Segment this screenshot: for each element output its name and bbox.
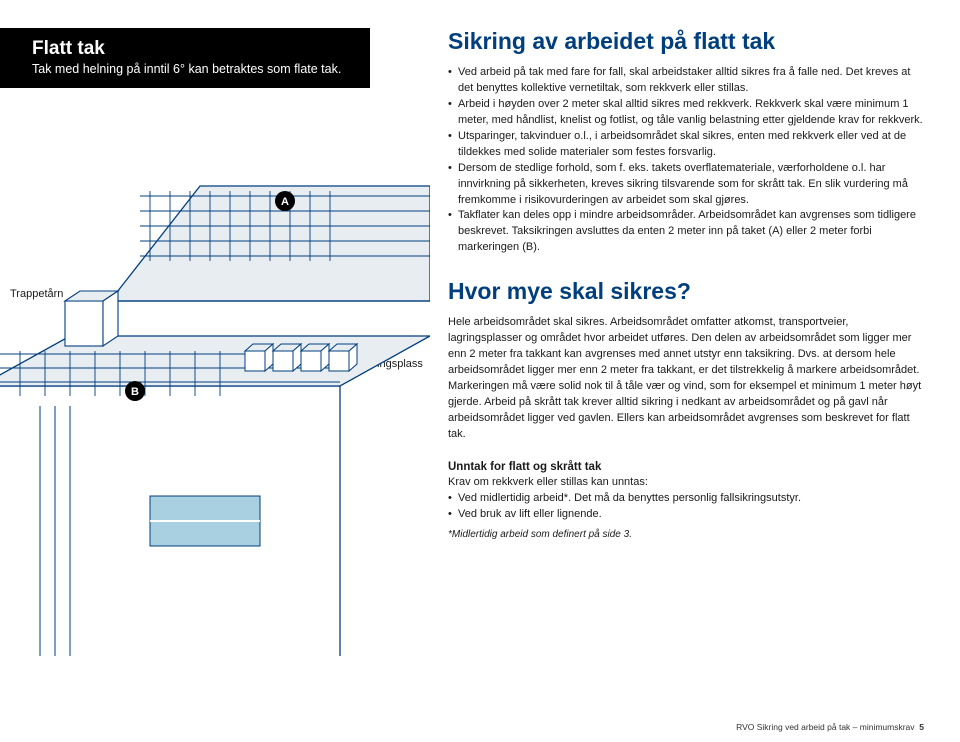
bullet: Arbeid i høyden over 2 meter skal alltid… (448, 97, 924, 129)
badge-b: B (125, 381, 145, 401)
section1-bullets: Ved arbeid på tak med fare for fall, ska… (448, 65, 924, 256)
unntak-heading: Unntak for flatt og skrått tak (448, 461, 924, 473)
bullet: Takflater kan deles opp i mindre arbeids… (448, 208, 924, 256)
svg-text:B: B (131, 386, 139, 398)
bullet: Dersom de stedlige forhold, som f. eks. … (448, 161, 924, 209)
page-footer: RVO Sikring ved arbeid på tak – minimums… (736, 722, 924, 732)
footer-text: RVO Sikring ved arbeid på tak – minimums… (736, 722, 914, 732)
title-box-heading: Flatt tak (32, 38, 356, 60)
left-column: Flatt tak Tak med helning på inntil 6° k… (0, 28, 430, 656)
right-column: Sikring av arbeidet på flatt tak Ved arb… (430, 28, 924, 656)
unntak-footnote: *Midlertidig arbeid som definert på side… (448, 529, 924, 540)
title-box-subtitle: Tak med helning på inntil 6° kan betrakt… (32, 62, 356, 76)
bullet: Ved midlertidig arbeid*. Det må da benyt… (448, 491, 924, 507)
title-box: Flatt tak Tak med helning på inntil 6° k… (0, 28, 370, 88)
unntak-block: Unntak for flatt og skrått tak Krav om r… (448, 461, 924, 540)
section2-title: Hvor mye skal sikres? (448, 278, 924, 305)
svg-text:A: A (281, 196, 289, 208)
unntak-bullets: Ved midlertidig arbeid*. Det må da benyt… (448, 491, 924, 523)
section1-title: Sikring av arbeidet på flatt tak (448, 28, 924, 55)
roof-diagram: Trappetårn Lagringsplass (0, 96, 430, 656)
diagram-svg: A B (0, 96, 430, 656)
footer-pagenum: 5 (919, 722, 924, 732)
unntak-intro: Krav om rekkverk eller stillas kan unnta… (448, 475, 924, 491)
badge-a: A (275, 191, 295, 211)
bullet: Utsparinger, takvinduer o.l., i arbeidso… (448, 129, 924, 161)
bullet: Ved bruk av lift eller lignende. (448, 507, 924, 523)
section2-body: Hele arbeidsområdet skal sikres. Arbeids… (448, 315, 924, 443)
bullet: Ved arbeid på tak med fare for fall, ska… (448, 65, 924, 97)
